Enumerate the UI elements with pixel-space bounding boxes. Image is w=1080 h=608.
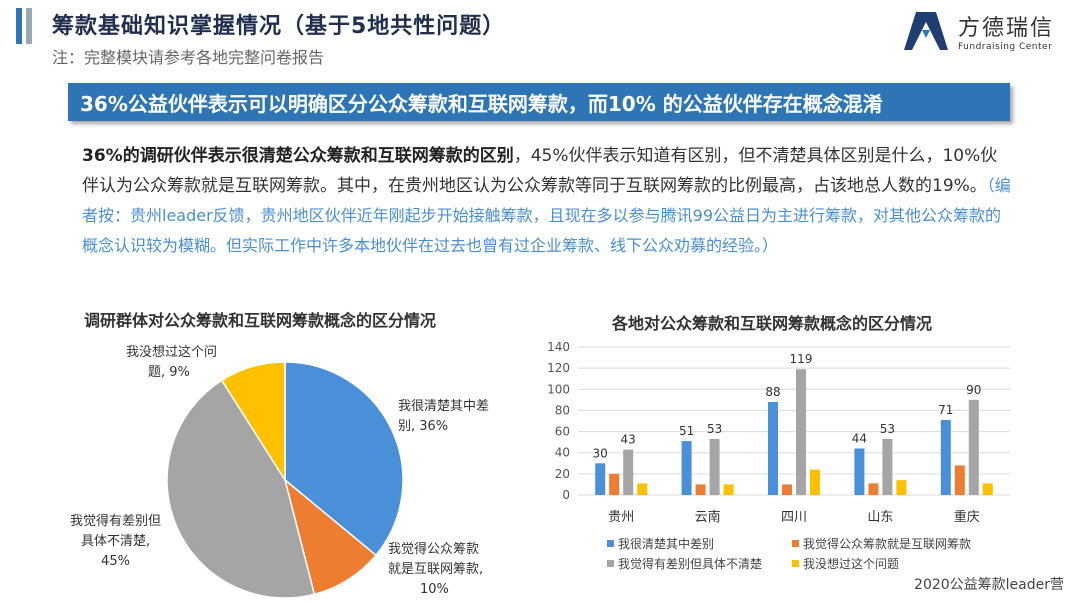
- bar-value-label: 88: [765, 385, 780, 399]
- page-title: 筹款基础知识掌握情况（基于5地共性问题）: [52, 14, 506, 39]
- pie-label-unclear: 我觉得有差别但 具体不清楚, 45%: [70, 514, 162, 569]
- page-note: 注：完整模块请参考各地完整问卷报告: [52, 48, 325, 67]
- y-tick-label: 80: [555, 403, 570, 417]
- bar-legend: 我很清楚其中差别 我觉得公众筹款就是互联网筹款 我觉得有差别但具体不清楚 我没想…: [607, 535, 1007, 572]
- bar: [637, 483, 648, 495]
- title-accent-bars: [16, 8, 32, 44]
- bar: [623, 449, 634, 495]
- legend-item-unclear: 我觉得有差别但具体不清楚: [607, 555, 792, 572]
- bar: [695, 484, 706, 495]
- bar-chart: 0 20 40 60 80 100 120 140 30 43 贵州 51 53 云南 88 119 四川 44 5…: [547, 340, 1010, 525]
- editor-note: （编者按：贵州leader反馈，贵州地区伙伴近年刚起步开始接触筹款，且现在多以参…: [82, 176, 1011, 255]
- bar: [982, 483, 993, 495]
- bar-value-label: 71: [938, 403, 953, 417]
- pie-slice-clear: [284, 361, 404, 557]
- bar: [681, 441, 692, 495]
- bar-value-label: 44: [852, 431, 867, 445]
- watermark-text: 2020公益筹款leader营: [914, 577, 1064, 593]
- bar-value-label: 43: [621, 433, 636, 447]
- summary-bold: 36%的调研伙伴表示很清楚公众筹款和互联网筹款的区别: [82, 146, 514, 166]
- logo-cn-text: 方德瑞信: [957, 16, 1054, 41]
- legend-item-never: 我没想过这个问题: [792, 555, 1007, 572]
- bar-value-label: 51: [679, 424, 694, 438]
- bar: [782, 484, 792, 495]
- pie-chart: [166, 361, 404, 599]
- y-tick-label: 120: [547, 361, 570, 375]
- bar-value-label: 30: [593, 446, 608, 460]
- bar: [954, 465, 965, 495]
- bar-chart-title: 各地对公众筹款和互联网筹款概念的区分情况: [612, 314, 933, 333]
- bar-value-label: 53: [707, 422, 722, 436]
- x-category-label: 重庆: [954, 509, 980, 525]
- bar: [940, 419, 951, 495]
- headline-banner: 36%公益伙伴表示可以明确区分公众筹款和互联网筹款，而10% 的公益伙伴存在概念…: [68, 83, 1010, 121]
- logo-en-text: Fundraising Center: [957, 42, 1053, 52]
- y-tick-label: 60: [555, 425, 570, 439]
- x-category-label: 四川: [781, 510, 807, 525]
- x-category-label: 山东: [867, 510, 893, 525]
- pie-label-clear: 我很清楚其中差 别, 36%: [398, 399, 490, 434]
- summary-paragraph: 36%的调研伙伴表示很清楚公众筹款和互联网筹款的区别，45%伙伴表示知道有区别，…: [82, 141, 1012, 261]
- y-tick-label: 40: [555, 446, 570, 460]
- y-tick-label: 20: [555, 467, 570, 481]
- bar: [796, 369, 806, 495]
- bar-value-label: 90: [966, 383, 981, 397]
- bar: [896, 480, 907, 495]
- bar: [595, 463, 606, 495]
- pie-label-never: 我没想过这个问 题, 9%: [126, 345, 218, 380]
- y-tick-label: 100: [547, 382, 570, 396]
- bar: [882, 438, 893, 495]
- bar-value-label: 119: [790, 352, 813, 366]
- bar: [723, 484, 734, 495]
- legend-item-same: 我觉得公众筹款就是互联网筹款: [792, 535, 1007, 552]
- y-tick-label: 0: [562, 488, 570, 502]
- x-category-label: 贵州: [608, 510, 634, 525]
- bar: [709, 438, 720, 495]
- brand-logo: 方德瑞信 Fundraising Center: [902, 10, 1054, 52]
- summary-body: ，45%伙伴表示知道有区别，但不清楚具体区别是什么，10%伙伴认为公众筹款就是互…: [82, 146, 998, 196]
- bar-value-label: 53: [880, 422, 895, 436]
- pie-slice-never: [220, 361, 286, 483]
- legend-item-clear: 我很清楚其中差别: [607, 535, 792, 552]
- bar: [968, 399, 979, 495]
- bar: [854, 448, 865, 495]
- pie-chart-title: 调研群体对公众筹款和互联网筹款概念的区分情况: [84, 311, 437, 330]
- y-tick-label: 140: [547, 340, 570, 354]
- bar: [810, 469, 820, 495]
- bar: [868, 483, 879, 495]
- bar: [609, 473, 620, 495]
- pie-label-same: 我觉得公众筹款 就是互联网筹款, 10%: [388, 542, 484, 597]
- logo-mark-icon: [903, 12, 948, 50]
- pie-slice-unclear: [166, 379, 316, 599]
- bar: [768, 401, 778, 495]
- x-category-label: 云南: [695, 509, 721, 525]
